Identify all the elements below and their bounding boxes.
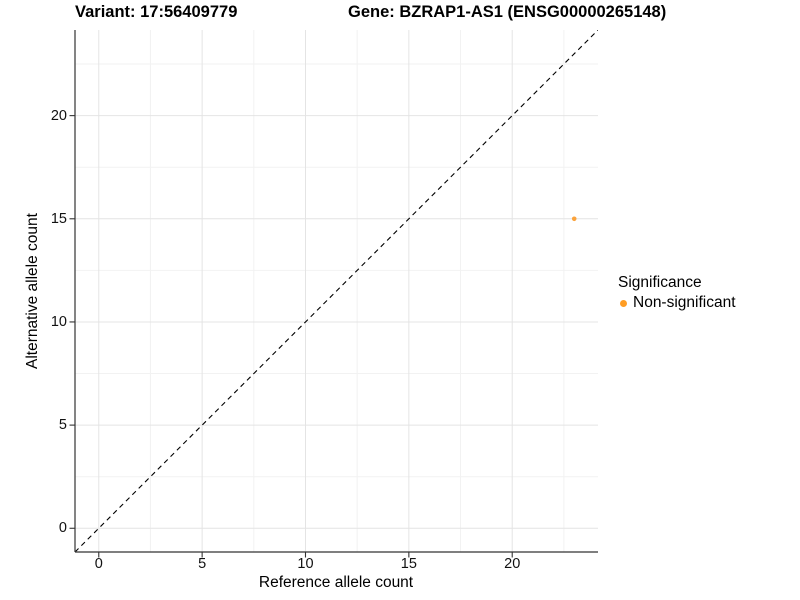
gene-title: Gene: BZRAP1-AS1 (ENSG00000265148) <box>348 3 667 21</box>
data-point <box>571 216 577 222</box>
x-tick-label: 15 <box>400 556 417 572</box>
legend: Significance Non-significant <box>618 274 736 312</box>
y-tick-label: 15 <box>50 210 67 227</box>
legend-dot-icon <box>620 299 627 307</box>
legend-entry-label: Non-significant <box>633 294 736 311</box>
y-tick-label: 10 <box>50 313 67 330</box>
legend-title: Significance <box>618 274 702 291</box>
x-tick-label: 0 <box>94 556 103 572</box>
y-axis-title: Alternative allele count <box>24 213 41 369</box>
variant-title: Variant: 17:56409779 <box>75 3 238 21</box>
x-axis-title: Reference allele count <box>258 574 414 591</box>
y-tick-label: 5 <box>58 417 67 434</box>
x-tick-label: 5 <box>198 556 207 572</box>
x-tick-label: 20 <box>504 556 521 572</box>
y-tick-label: 0 <box>58 520 67 537</box>
legend-entry: Non-significant <box>618 294 736 312</box>
x-tick-label: 10 <box>297 556 314 572</box>
y-tick-label: 20 <box>50 107 67 124</box>
identity-dashed-line <box>75 30 598 552</box>
